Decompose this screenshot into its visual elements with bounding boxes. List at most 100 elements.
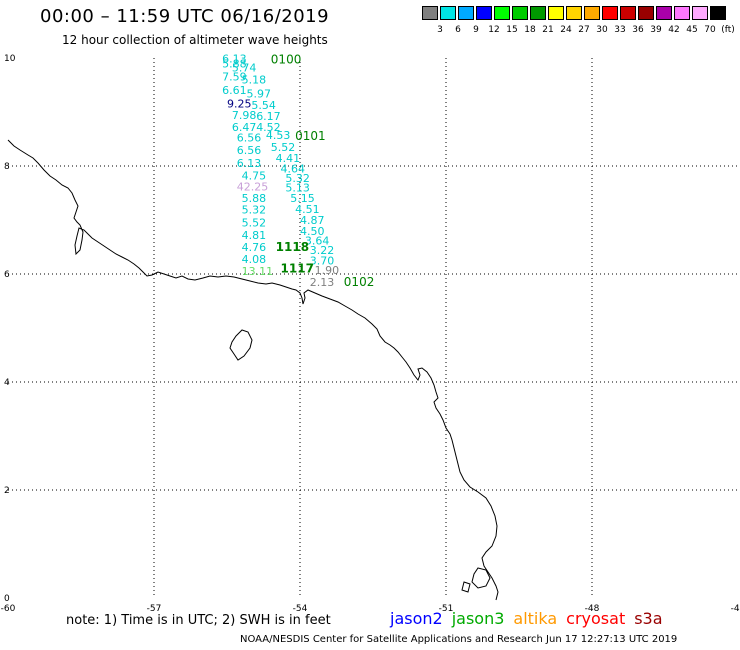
- wave-height-value: 4.51: [295, 203, 320, 216]
- observations-layer: 6.135.885.747.595.186.61 5.979.25 5.547.98…: [222, 52, 339, 289]
- satellite-altika: altika: [513, 609, 558, 628]
- x-tick-label: -45: [731, 604, 740, 614]
- legend-label: 42: [668, 25, 680, 35]
- wave-height-value: 3.70: [310, 254, 335, 267]
- legend-label: 9: [473, 25, 479, 35]
- legend-swatch: [602, 6, 618, 20]
- y-tick-label: 2: [4, 486, 10, 496]
- wave-height-value: 5.18: [242, 73, 267, 86]
- wave-height-value: 3.64: [305, 234, 330, 247]
- page-subtitle: 12 hour collection of altimeter wave hei…: [62, 33, 328, 47]
- pass-time-label: 1117: [281, 261, 314, 275]
- footnote: note: 1) Time is in UTC; 2) SWH is in fe…: [66, 613, 331, 628]
- legend-label: 39: [650, 25, 662, 35]
- legend-swatch: [584, 6, 600, 20]
- y-tick-label: 4: [4, 378, 10, 388]
- legend-swatch: [440, 6, 456, 20]
- legend-label: 27: [578, 25, 590, 35]
- legend-swatch: [620, 6, 636, 20]
- wave-height-value: 6.61: [222, 84, 247, 97]
- wave-height-value: 4.64: [281, 162, 306, 175]
- page-title: 00:00 – 11:59 UTC 06/16/2019: [40, 6, 330, 27]
- legend-swatch: [548, 6, 564, 20]
- legend-swatch: [566, 6, 582, 20]
- x-tick-label: -54: [293, 604, 308, 614]
- pass-time-label: 0102: [344, 275, 375, 289]
- legend-swatch: [710, 6, 726, 20]
- legend-label: 3: [437, 25, 443, 35]
- wave-height-value: 2.13: [310, 276, 335, 289]
- legend-label: 45: [686, 25, 698, 35]
- pass-time-label: 1118: [276, 240, 309, 254]
- wave-height-value: 4.53: [266, 129, 291, 142]
- inland-lake: [229, 329, 253, 361]
- legend-label: 30: [596, 25, 608, 35]
- wave-height-value: 5.52: [242, 216, 267, 229]
- wave-height-value: 4.76: [242, 241, 267, 254]
- wave-height-value: 6.56: [237, 144, 262, 157]
- wave-height-value: 7.59: [222, 71, 247, 84]
- y-tick-label: 0: [4, 594, 10, 604]
- legend-label: 12: [488, 25, 500, 35]
- satellite-legend: jason2 jason3 altika cryosat s3a: [390, 609, 672, 628]
- satellite-s3a: s3a: [634, 609, 663, 628]
- wave-height-value: 9.25: [227, 98, 252, 111]
- y-tick-label: 10: [4, 54, 16, 64]
- wave-height-value: 5.32: [285, 172, 310, 185]
- y-tick-label: 8: [4, 162, 10, 172]
- wave-height-value: 5.74: [232, 62, 257, 75]
- pass-time-label: 0100: [271, 52, 302, 66]
- coastline: [7, 139, 499, 601]
- wave-height-value: 6.13: [237, 157, 262, 170]
- wave-height-value: 13.11: [242, 265, 274, 278]
- legend-swatch: [530, 6, 546, 20]
- legend-label: 70: [704, 25, 716, 35]
- legend-swatch: [638, 6, 654, 20]
- wave-height-value: 4.52: [256, 121, 281, 134]
- pass-time-label: 0101: [295, 129, 326, 143]
- wave-height-value: 7.98: [232, 109, 257, 122]
- legend-swatch: [422, 6, 438, 20]
- pass-time-labels: 0100 0101 1118 1117 0102: [271, 52, 375, 288]
- satellite-cryosat: cryosat: [566, 609, 626, 628]
- map-grid: -60 -57 -54 -51 -48 -45 10 8 6 4 2 0: [1, 54, 740, 614]
- wave-height-value: 4.50: [300, 225, 325, 238]
- wave-height-value: 6.13: [222, 52, 247, 65]
- legend-swatch: [656, 6, 672, 20]
- legend-label: 15: [506, 25, 518, 35]
- legend-label: 21: [542, 25, 554, 35]
- legend-label: 36: [632, 25, 644, 35]
- wave-height-value: 4.81: [242, 229, 267, 242]
- wave-height-value: 4.41: [276, 152, 301, 165]
- wave-height-value: 6.56: [237, 132, 262, 145]
- wave-height-value: 5.15: [290, 192, 315, 205]
- wave-height-value: 6.17: [256, 110, 281, 123]
- legend-swatch: [512, 6, 528, 20]
- wave-height-value: 5.97: [246, 87, 271, 100]
- legend-label: 33: [614, 25, 626, 35]
- x-tick-label: -60: [1, 604, 16, 614]
- legend-swatch: [692, 6, 708, 20]
- wave-height-value: 5.88: [242, 192, 267, 205]
- wave-height-value: 4.87: [300, 214, 325, 227]
- wave-height-value: 5.52: [271, 141, 296, 154]
- wave-height-value: 5.13: [285, 181, 310, 194]
- legend-swatch: [476, 6, 492, 20]
- wave-height-value: 42.25: [237, 180, 269, 193]
- legend-label: 24: [560, 25, 572, 35]
- wave-height-value: 5.32: [242, 204, 267, 217]
- legend-label: 6: [455, 25, 461, 35]
- x-tick-label: -48: [585, 604, 600, 614]
- legend-label: 18: [524, 25, 536, 35]
- x-tick-label: -51: [439, 604, 454, 614]
- wave-height-value: 3.22: [310, 244, 335, 257]
- legend-swatch: [674, 6, 690, 20]
- legend-unit: (ft): [721, 25, 735, 35]
- wave-height-value: 5.88: [222, 58, 247, 71]
- credit-footer: NOAA/NESDIS Center for Satellite Applica…: [240, 634, 678, 645]
- satellite-jason3: jason3: [451, 609, 505, 628]
- wave-height-value: 1.90: [315, 264, 340, 277]
- x-tick-label: -57: [147, 604, 162, 614]
- wave-height-value: 4.08: [242, 253, 267, 266]
